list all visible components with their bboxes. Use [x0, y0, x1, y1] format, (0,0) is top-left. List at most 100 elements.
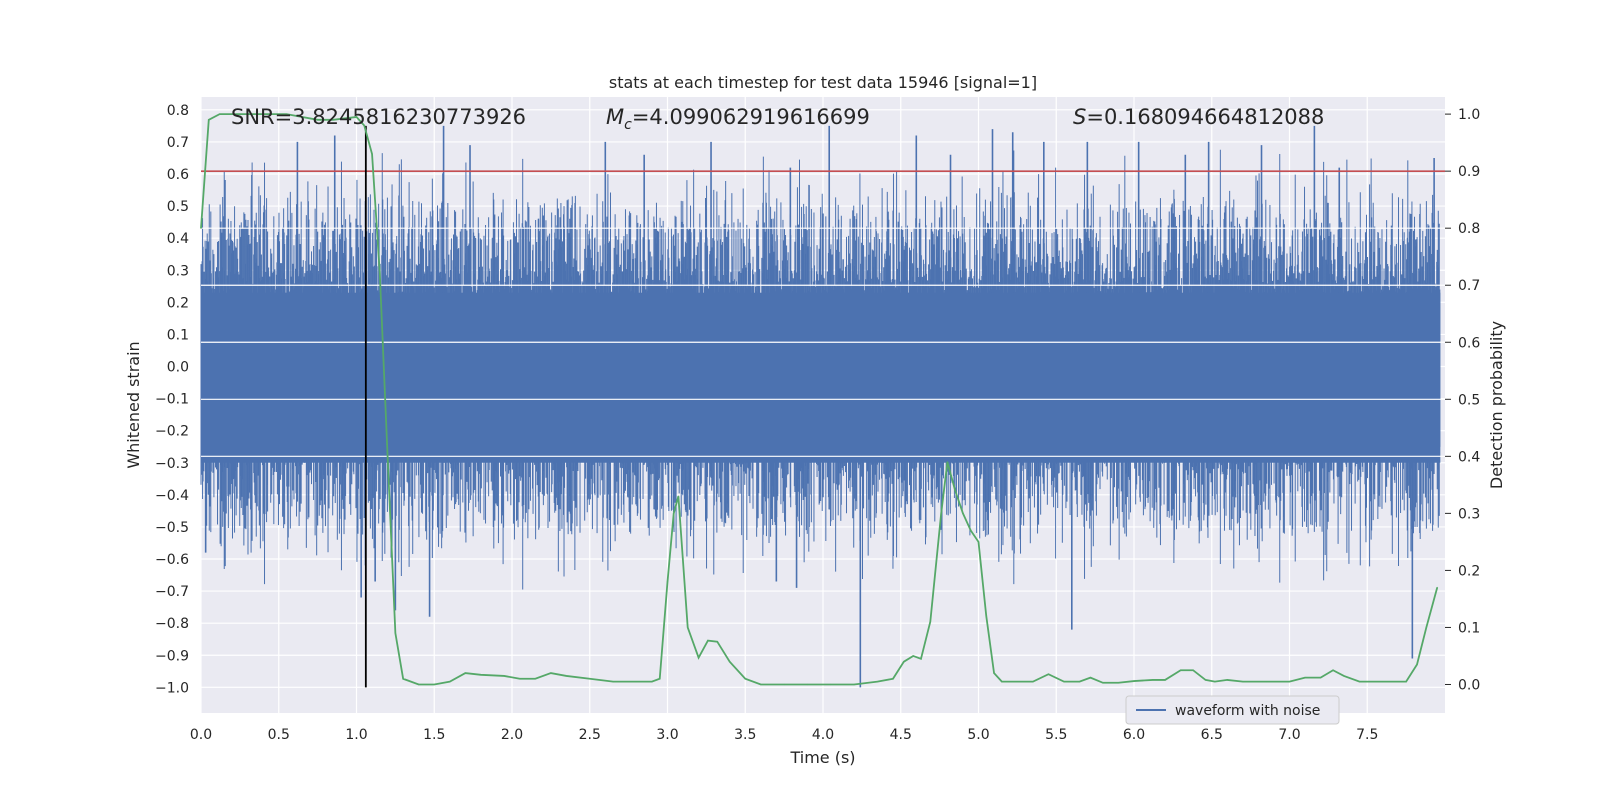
- detection-probability-point-86: [1436, 586, 1438, 589]
- y-tick-label-11: −0.3: [155, 456, 189, 472]
- detection-probability-point-22: [550, 672, 552, 674]
- detection-probability-point-43: [876, 681, 879, 683]
- detection-probability-point-27: [651, 681, 653, 683]
- series-detection-probability: [200, 113, 1439, 686]
- s-annotation: S=0.168094664812088: [1073, 105, 1324, 129]
- detection-probability-point-82: [1382, 681, 1384, 683]
- chart-title: stats at each timestep for test data 159…: [609, 73, 1037, 92]
- detection-probability-point-4: [285, 113, 288, 115]
- y-tick-label-13: −0.5: [155, 520, 189, 536]
- y-tick-label-17: −0.9: [155, 648, 189, 664]
- detection-probability-point-54: [977, 541, 980, 543]
- chirp-mass-symbol: M: [606, 105, 624, 129]
- x-tick-label-14: 7.0: [1278, 727, 1300, 743]
- x-tick-label-7: 3.5: [734, 727, 756, 743]
- s-symbol: S: [1073, 105, 1086, 129]
- legend-entry-waveform: waveform with noise: [1175, 703, 1320, 719]
- detection-probability-point-72: [1214, 681, 1216, 683]
- y2-tick-label-4: 0.6: [1458, 335, 1480, 351]
- detection-probability-point-29: [666, 581, 669, 583]
- detection-probability-point-1: [208, 119, 210, 121]
- x-tick-label-5: 2.5: [579, 727, 601, 743]
- x-tick-label-3: 1.5: [423, 727, 445, 743]
- detection-probability-point-12: [394, 632, 396, 634]
- detection-probability-point-44: [892, 678, 894, 680]
- detection-probability-point-66: [1133, 680, 1135, 682]
- y-tick-label-3: 0.5: [167, 199, 189, 215]
- detection-probability-point-5: [317, 119, 319, 121]
- detection-probability-point-11: [387, 455, 389, 457]
- detection-probability-point-47: [920, 658, 922, 660]
- x-tick-label-10: 5.0: [967, 727, 989, 743]
- y-tick-label-16: −0.8: [155, 616, 189, 632]
- detection-probability-point-32: [687, 626, 689, 629]
- y2-tick-label-1: 0.9: [1458, 164, 1480, 180]
- detection-probability-point-6: [332, 119, 334, 121]
- detection-probability-point-25: [612, 681, 614, 683]
- detection-probability-point-14: [418, 683, 420, 686]
- y-tick-label-0: 0.8: [167, 103, 189, 119]
- detection-probability-point-67: [1152, 679, 1154, 681]
- detection-probability-point-73: [1226, 679, 1228, 681]
- y2-tick-label-9: 0.1: [1458, 620, 1480, 636]
- y-tick-label-8: 0.0: [167, 360, 189, 376]
- x-tick-label-12: 6.0: [1123, 727, 1145, 743]
- detection-probability-point-45: [903, 661, 905, 663]
- detection-probability-point-62: [1078, 681, 1081, 683]
- detection-probability-point-55: [985, 615, 987, 617]
- y-tick-label-4: 0.4: [167, 231, 189, 247]
- detection-probability-point-7: [355, 116, 358, 118]
- detection-probability-point-24: [589, 678, 591, 680]
- y2-tick-label-8: 0.2: [1458, 563, 1480, 579]
- detection-probability-point-50: [946, 461, 949, 463]
- detection-probability-point-36: [729, 661, 731, 663]
- detection-probability-point-49: [940, 512, 942, 514]
- detection-probability-point-3: [247, 113, 249, 115]
- detection-probability-point-77: [1304, 677, 1306, 679]
- y-tick-label-14: −0.6: [155, 552, 189, 568]
- detection-probability-point-74: [1242, 681, 1244, 683]
- y-tick-labels: 0.8 0.7 0.6 0.5 0.4 0.3 0.2 0.1 0.0 −0.1 −0.2 −0.3 −…: [155, 103, 189, 696]
- detection-probability-point-46: [912, 655, 914, 657]
- x-tick-label-2: 1.0: [345, 727, 367, 743]
- detection-probability-point-23: [565, 675, 568, 677]
- detection-probability-point-68: [1164, 679, 1166, 681]
- x-tick-label-0: 0.0: [190, 727, 212, 743]
- detection-probability-point-31: [677, 495, 679, 497]
- y2-tick-label-6: 0.4: [1458, 449, 1480, 465]
- y-tick-label-5: 0.3: [167, 263, 189, 279]
- detection-probability-point-0: [200, 227, 202, 229]
- chirp-mass-annotation: Mc=4.099062919616699: [606, 105, 870, 133]
- detection-probability-point-39: [783, 683, 785, 686]
- x-tick-label-11: 5.5: [1045, 727, 1067, 743]
- y-tick-label-6: 0.2: [167, 295, 189, 311]
- detection-probability-point-57: [1001, 681, 1003, 683]
- detection-probability-point-13: [402, 678, 404, 680]
- x-tick-label-13: 6.5: [1201, 727, 1223, 743]
- detection-probability-point-81: [1358, 681, 1361, 683]
- overlay-grid: [201, 227, 1445, 457]
- detection-probability-point-18: [480, 674, 482, 676]
- detection-probability-point-15: [433, 683, 435, 686]
- detection-probability-point-71: [1204, 679, 1207, 681]
- detection-probability-point-34: [707, 639, 709, 642]
- y2-tick-label-3: 0.7: [1458, 278, 1480, 294]
- detection-probability-point-53: [970, 529, 972, 532]
- detection-probability-point-52: [962, 512, 964, 514]
- y-tick-label-9: −0.1: [155, 392, 189, 408]
- y2-tick-label-5: 0.5: [1458, 392, 1480, 408]
- y2-tick-label-7: 0.3: [1458, 506, 1480, 522]
- detection-probability-point-38: [760, 683, 762, 686]
- detection-probability-point-17: [464, 672, 466, 674]
- detection-probability-point-40: [806, 683, 809, 686]
- detection-probability-point-10: [379, 273, 381, 275]
- legend-box: [1125, 695, 1340, 725]
- x-tick-label-1: 0.5: [268, 727, 290, 743]
- x-tick-label-4: 2.0: [501, 727, 523, 743]
- detection-probability-point-20: [519, 678, 521, 680]
- detection-probability-point-69: [1180, 669, 1182, 671]
- detection-probability-point-28: [659, 678, 661, 680]
- detection-probability-point-58: [1016, 681, 1018, 683]
- y-tick-label-10: −0.2: [155, 424, 189, 440]
